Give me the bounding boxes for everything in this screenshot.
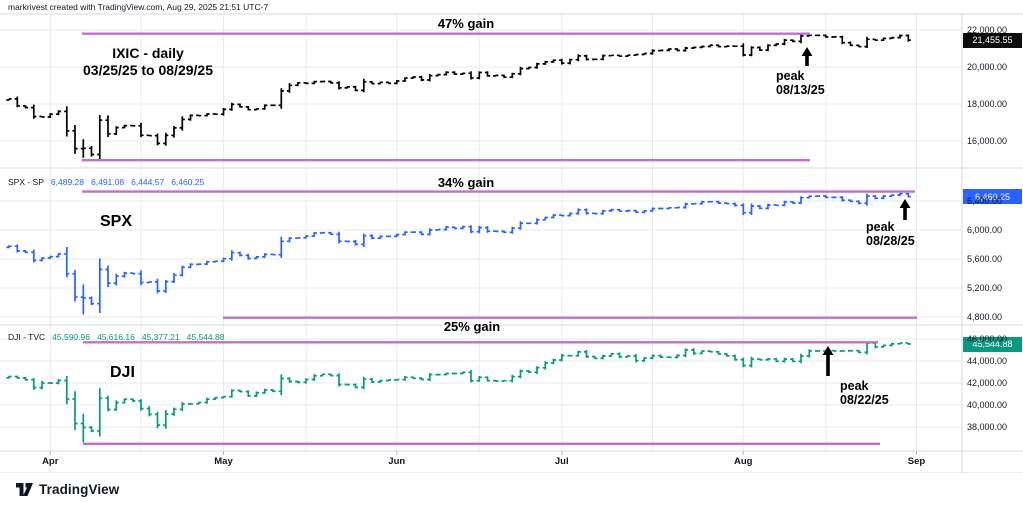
y-axis-label: 6,000.00: [967, 225, 1003, 235]
ohlc-close: 6,460.25: [171, 177, 205, 187]
tradingview-logo-icon: [16, 483, 33, 496]
time-axis-label-sep: Sep: [907, 456, 926, 467]
y-axis-label: 44,000.00: [967, 356, 1008, 366]
y-axis-label: 18,000.00: [967, 99, 1008, 109]
peak-word: peak: [840, 379, 869, 393]
peak-annotation-dji: peak 08/22/25: [840, 379, 889, 407]
chart-title-line2: 03/25/25 to 08/29/25: [83, 62, 213, 78]
chart-canvas[interactable]: [0, 0, 1023, 473]
peak-word: peak: [866, 220, 895, 234]
symbol-label: DJI - TVC: [8, 332, 46, 342]
ohlc-high: 45,616.16: [96, 332, 135, 342]
peak-date: 08/28/25: [866, 234, 915, 248]
last-price-label-dji: 45,544.88: [963, 336, 1022, 352]
ohlc-open: 45,590.96: [52, 332, 90, 342]
ohlc-header-dji: DJI - TVC 45,590.96 45,616.16 45,377.21 …: [8, 332, 224, 342]
symbol-label: SPX - SP: [8, 177, 44, 187]
ohlc-open: 6,489.28: [50, 177, 84, 187]
y-axis-label: 6,400.00: [967, 196, 1003, 206]
time-axis-label-jul: Jul: [554, 456, 569, 467]
last-price-label-spx: 6,460.25: [963, 189, 1022, 205]
gain-annotation-dji: 25% gain: [443, 319, 501, 334]
time-axis-label-apr: Apr: [42, 456, 59, 467]
ohlc-close: 45,544.88: [186, 332, 225, 342]
tradingview-logo[interactable]: TradingView: [16, 482, 119, 497]
chart-title: IXIC - daily 03/25/25 to 08/29/25: [48, 45, 248, 79]
y-axis-label: 40,000.00: [967, 400, 1008, 410]
peak-date: 08/13/25: [776, 83, 825, 97]
ohlc-low: 45,377.21: [141, 332, 180, 342]
time-axis-label-may: May: [214, 456, 233, 467]
y-axis-label: 22,000.00: [967, 25, 1008, 35]
peak-annotation-spx: peak 08/28/25: [866, 220, 915, 248]
y-axis-label: 5,200.00: [967, 283, 1003, 293]
peak-date: 08/22/25: [840, 393, 889, 407]
y-axis-label: 4,800.00: [967, 312, 1003, 322]
ohlc-header-spx: SPX - SP 6,489.28 6,491.08 6,444.57 6,46…: [8, 177, 204, 187]
time-axis-label-jun: Jun: [388, 456, 406, 467]
y-axis-label: 20,000.00: [967, 62, 1008, 72]
y-axis-label: 38,000.00: [967, 422, 1008, 432]
gain-annotation-ixic: 47% gain: [437, 16, 495, 31]
last-price-label-ixic: 21,455.55: [963, 32, 1022, 48]
y-axis-label: 42,000.00: [967, 378, 1008, 388]
attribution-text: markrivest created with TradingView.com,…: [8, 2, 269, 12]
y-axis-label: 46,000.00: [967, 334, 1008, 344]
tradingview-logo-text: TradingView: [39, 482, 120, 497]
chart-title-line1: IXIC - daily: [112, 45, 184, 61]
y-axis-label: 16,000.00: [967, 136, 1008, 146]
gain-annotation-spx: 34% gain: [437, 175, 495, 190]
y-axis-label: 5,600.00: [967, 254, 1003, 264]
peak-annotation-ixic: peak 08/13/25: [776, 69, 825, 97]
ohlc-low: 6,444.57: [131, 177, 165, 187]
peak-word: peak: [776, 69, 805, 83]
panel-label-spx: SPX: [100, 213, 133, 230]
panel-label-dji: DJI: [110, 364, 135, 381]
ohlc-high: 6,491.08: [91, 177, 125, 187]
time-axis-label-aug: Aug: [734, 456, 753, 467]
